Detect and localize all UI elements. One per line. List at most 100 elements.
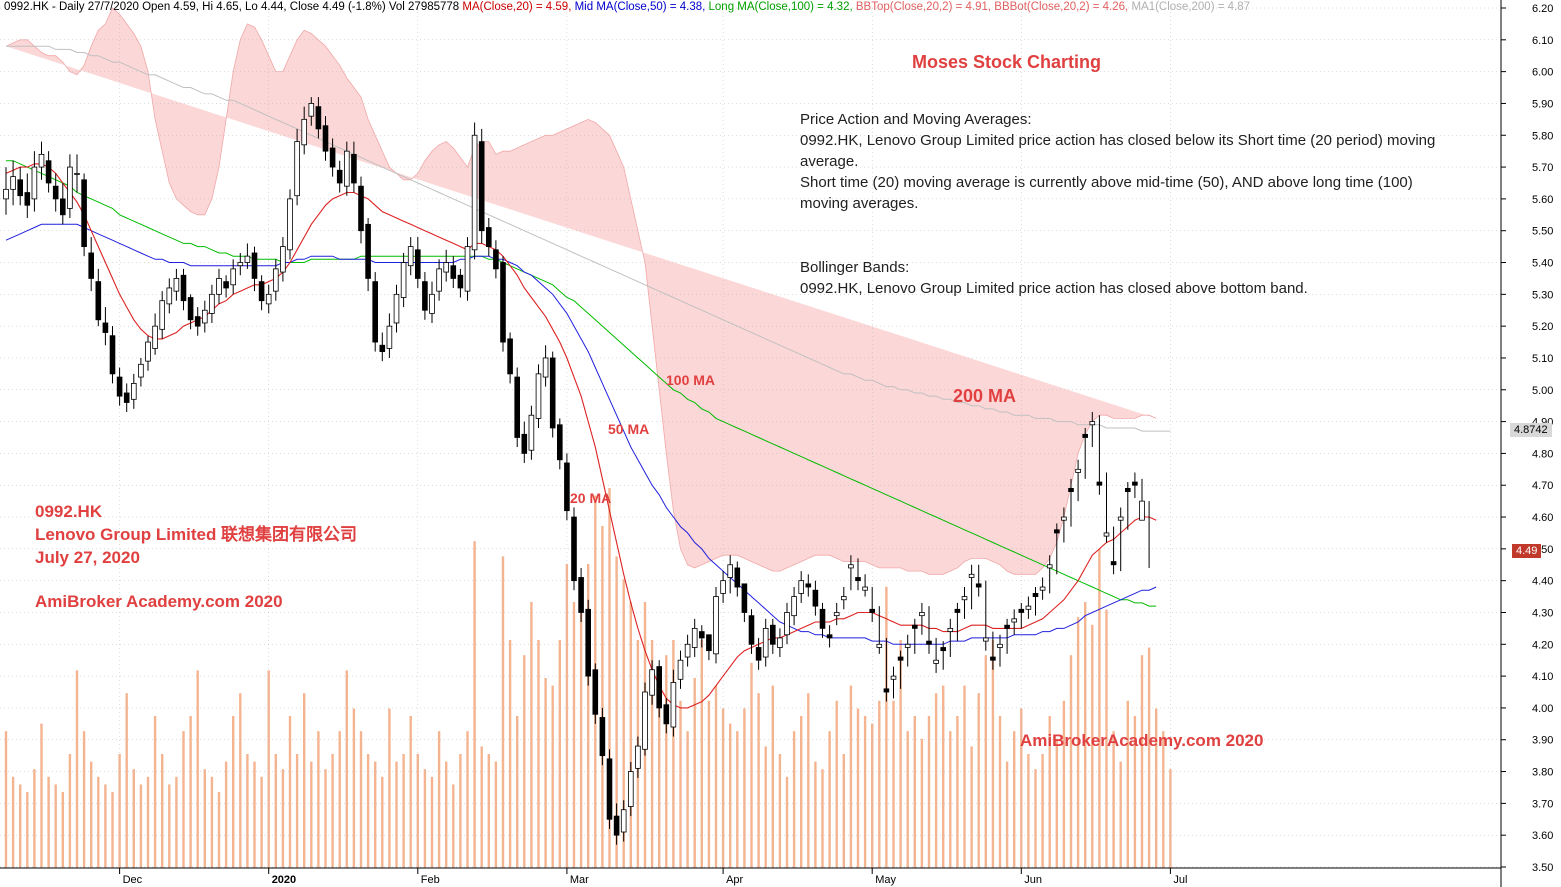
volume-bar: [814, 761, 817, 868]
volume-bar: [927, 716, 931, 868]
volume-bar: [998, 716, 1002, 868]
volume-bar: [785, 776, 789, 868]
volume-bar: [4, 731, 8, 868]
x-tick-label: May: [875, 874, 896, 886]
volume-bar: [835, 700, 838, 868]
volume-bar: [1041, 754, 1044, 868]
candle-body: [904, 643, 911, 648]
y-tick-label: 5.30: [1532, 289, 1553, 301]
volume-bar: [800, 716, 803, 868]
candle-body: [443, 262, 449, 273]
volume-bar: [558, 640, 561, 868]
volume-bar: [104, 784, 107, 868]
stock-info: 0992.HK Lenovo Group Limited 联想集团有限公司 Ju…: [35, 500, 357, 569]
candle-body: [777, 637, 783, 648]
candle-body: [805, 583, 812, 588]
x-tick-label: Jul: [1173, 874, 1187, 886]
volume-bar: [54, 784, 57, 868]
y-tick-label: 4.80: [1532, 448, 1553, 460]
volume-bar: [75, 670, 79, 868]
volume-bar: [537, 640, 540, 868]
y-tick-label: 3.50: [1532, 862, 1553, 874]
candle-body: [663, 704, 670, 725]
volume-bar: [1169, 769, 1172, 868]
volume-bar: [1119, 761, 1122, 868]
volume-bar: [61, 792, 64, 868]
candle-body: [3, 188, 9, 200]
volume-bar: [295, 754, 299, 868]
volume-bar: [288, 716, 292, 868]
volume-bar: [459, 754, 462, 868]
volume-bar: [821, 769, 824, 868]
volume-bar: [707, 700, 711, 868]
volume-bar: [792, 731, 796, 868]
candle-body: [1061, 516, 1067, 521]
candle-body: [493, 249, 499, 270]
volume-bar: [359, 731, 363, 868]
volume-bar: [1084, 602, 1087, 868]
candle-body: [209, 293, 215, 314]
candle-body: [393, 293, 400, 324]
volume-bar: [871, 723, 874, 868]
y-tick-label: 4.60: [1532, 512, 1553, 524]
volume-bar: [1076, 617, 1080, 868]
candle-body: [52, 185, 59, 200]
y-tick-label: 3.90: [1532, 735, 1553, 747]
candle-body: [301, 118, 307, 146]
candle-body: [329, 147, 336, 168]
candle-body: [564, 462, 570, 512]
candle-body: [223, 281, 229, 289]
candle-body: [414, 249, 421, 279]
candle-body: [343, 150, 350, 187]
candle-body: [436, 268, 442, 292]
volume-bar: [956, 716, 959, 868]
stock-code: 0992.HK: [35, 502, 103, 521]
volume-bar: [182, 731, 185, 868]
candle-body: [897, 656, 904, 661]
candle-body: [720, 580, 726, 594]
x-tick-label: Feb: [421, 874, 440, 886]
candle-body: [819, 608, 826, 629]
volume-bar: [352, 708, 356, 868]
candle-body: [457, 274, 464, 289]
candle-body: [294, 141, 300, 197]
stock-name: Lenovo Group Limited 联想集团有限公司: [35, 525, 358, 544]
volume-bar: [807, 693, 810, 868]
note-pa-line2: Short time (20) moving average is curren…: [800, 174, 1413, 212]
candle-body: [699, 631, 705, 639]
volume-bar: [508, 640, 512, 868]
volume-bar: [523, 655, 526, 868]
volume-bar: [764, 746, 767, 868]
candle-body: [152, 325, 158, 349]
x-tick-label: Apr: [726, 874, 743, 886]
volume-bar: [146, 776, 150, 868]
candle-body: [557, 424, 563, 461]
volume-bar: [175, 776, 178, 868]
y-tick-label: 5.90: [1532, 98, 1553, 110]
volume-bar: [757, 693, 760, 868]
candle-body: [670, 682, 677, 728]
candle-body: [798, 580, 804, 594]
volume-bar: [1091, 624, 1094, 868]
candle-body: [88, 252, 95, 279]
volume-bar: [729, 723, 732, 868]
volume-bar: [672, 640, 675, 868]
watermark-right: AmiBrokerAcademy.com 2020: [1020, 731, 1264, 750]
candle-body: [1132, 481, 1138, 486]
volume-bar: [934, 693, 938, 868]
volume-bar: [892, 700, 895, 868]
candle-body: [372, 281, 378, 343]
volume-bar: [1162, 731, 1165, 868]
candle-body: [883, 688, 890, 693]
volume-bar: [1147, 647, 1151, 868]
candle-body: [216, 278, 222, 295]
volume-bar: [33, 769, 36, 868]
candle-body: [1039, 586, 1046, 591]
candle-body: [24, 192, 31, 206]
candle-body: [138, 363, 144, 378]
volume-bar: [253, 761, 256, 868]
candle-body: [620, 809, 627, 833]
volume-bar: [1105, 609, 1108, 868]
candle-body: [280, 246, 286, 273]
volume-bar: [161, 754, 164, 868]
